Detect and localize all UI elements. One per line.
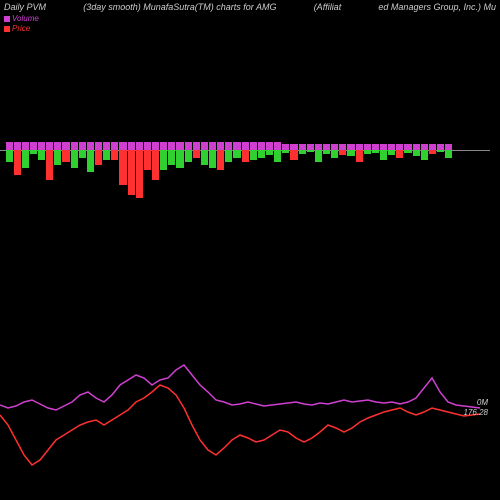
label-price-value: 176.28 [464, 408, 488, 417]
volume-bar [46, 80, 53, 220]
volume-bar [14, 80, 21, 220]
volume-bar [217, 80, 224, 220]
volume-bar [331, 80, 338, 220]
volume-bar [119, 80, 126, 220]
volume-bar [144, 80, 151, 220]
volume-bar [22, 80, 29, 220]
bar-container [5, 80, 485, 220]
volume-swatch [4, 16, 10, 22]
header-center-right: (Affiliat [314, 2, 342, 12]
volume-bar [299, 80, 306, 220]
volume-bar [372, 80, 379, 220]
label-0m: 0M [477, 398, 488, 407]
volume-bar [193, 80, 200, 220]
volume-bar [453, 80, 460, 220]
price-swatch [4, 26, 10, 32]
volume-bar [79, 80, 86, 220]
legend: Volume Price [4, 14, 39, 34]
header-right: ed Managers Group, Inc.) Mu [378, 2, 496, 12]
volume-bar [315, 80, 322, 220]
volume-bar [242, 80, 249, 220]
volume-bar [347, 80, 354, 220]
volume-bar [413, 80, 420, 220]
volume-bar [290, 80, 297, 220]
price-line-chart: 0M 176.28 [0, 330, 490, 480]
volume-bar [396, 80, 403, 220]
legend-item-volume: Volume [4, 14, 39, 24]
volume-bar [87, 80, 94, 220]
volume-bar [461, 80, 468, 220]
volume-bar [168, 80, 175, 220]
volume-bar [201, 80, 208, 220]
volume-bar [30, 80, 37, 220]
volume-bar [437, 80, 444, 220]
volume-bar [380, 80, 387, 220]
volume-bar [323, 80, 330, 220]
volume-bar [274, 80, 281, 220]
volume-bar [258, 80, 265, 220]
volume-bar [38, 80, 45, 220]
header-center-left: (3day smooth) MunafaSutra(TM) charts for… [83, 2, 276, 12]
volume-bar [128, 80, 135, 220]
volume-bar [282, 80, 289, 220]
volume-bar [421, 80, 428, 220]
volume-bar [209, 80, 216, 220]
volume-bar [445, 80, 452, 220]
volume-bar-chart [0, 80, 490, 220]
volume-bar [176, 80, 183, 220]
volume-bar [6, 80, 13, 220]
volume-bar [136, 80, 143, 220]
header-left: Daily PVM [4, 2, 46, 12]
volume-bar [225, 80, 232, 220]
volume-bar [404, 80, 411, 220]
volume-bar [364, 80, 371, 220]
volume-bar [250, 80, 257, 220]
volume-bar [54, 80, 61, 220]
volume-bar [470, 80, 477, 220]
volume-bar [233, 80, 240, 220]
price-svg [0, 330, 490, 480]
volume-bar [429, 80, 436, 220]
volume-bar [152, 80, 159, 220]
volume-bar [356, 80, 363, 220]
volume-bar [266, 80, 273, 220]
legend-item-price: Price [4, 24, 39, 34]
volume-bar [111, 80, 118, 220]
volume-bar [307, 80, 314, 220]
volume-bar [388, 80, 395, 220]
legend-label-volume: Volume [12, 14, 39, 24]
volume-bar [160, 80, 167, 220]
volume-bar [71, 80, 78, 220]
volume-bar [185, 80, 192, 220]
chart-header: Daily PVM (3day smooth) MunafaSutra(TM) … [4, 2, 496, 12]
volume-bar [478, 80, 485, 220]
legend-label-price: Price [12, 24, 30, 34]
volume-bar [103, 80, 110, 220]
volume-bar [62, 80, 69, 220]
volume-bar [339, 80, 346, 220]
volume-bar [95, 80, 102, 220]
